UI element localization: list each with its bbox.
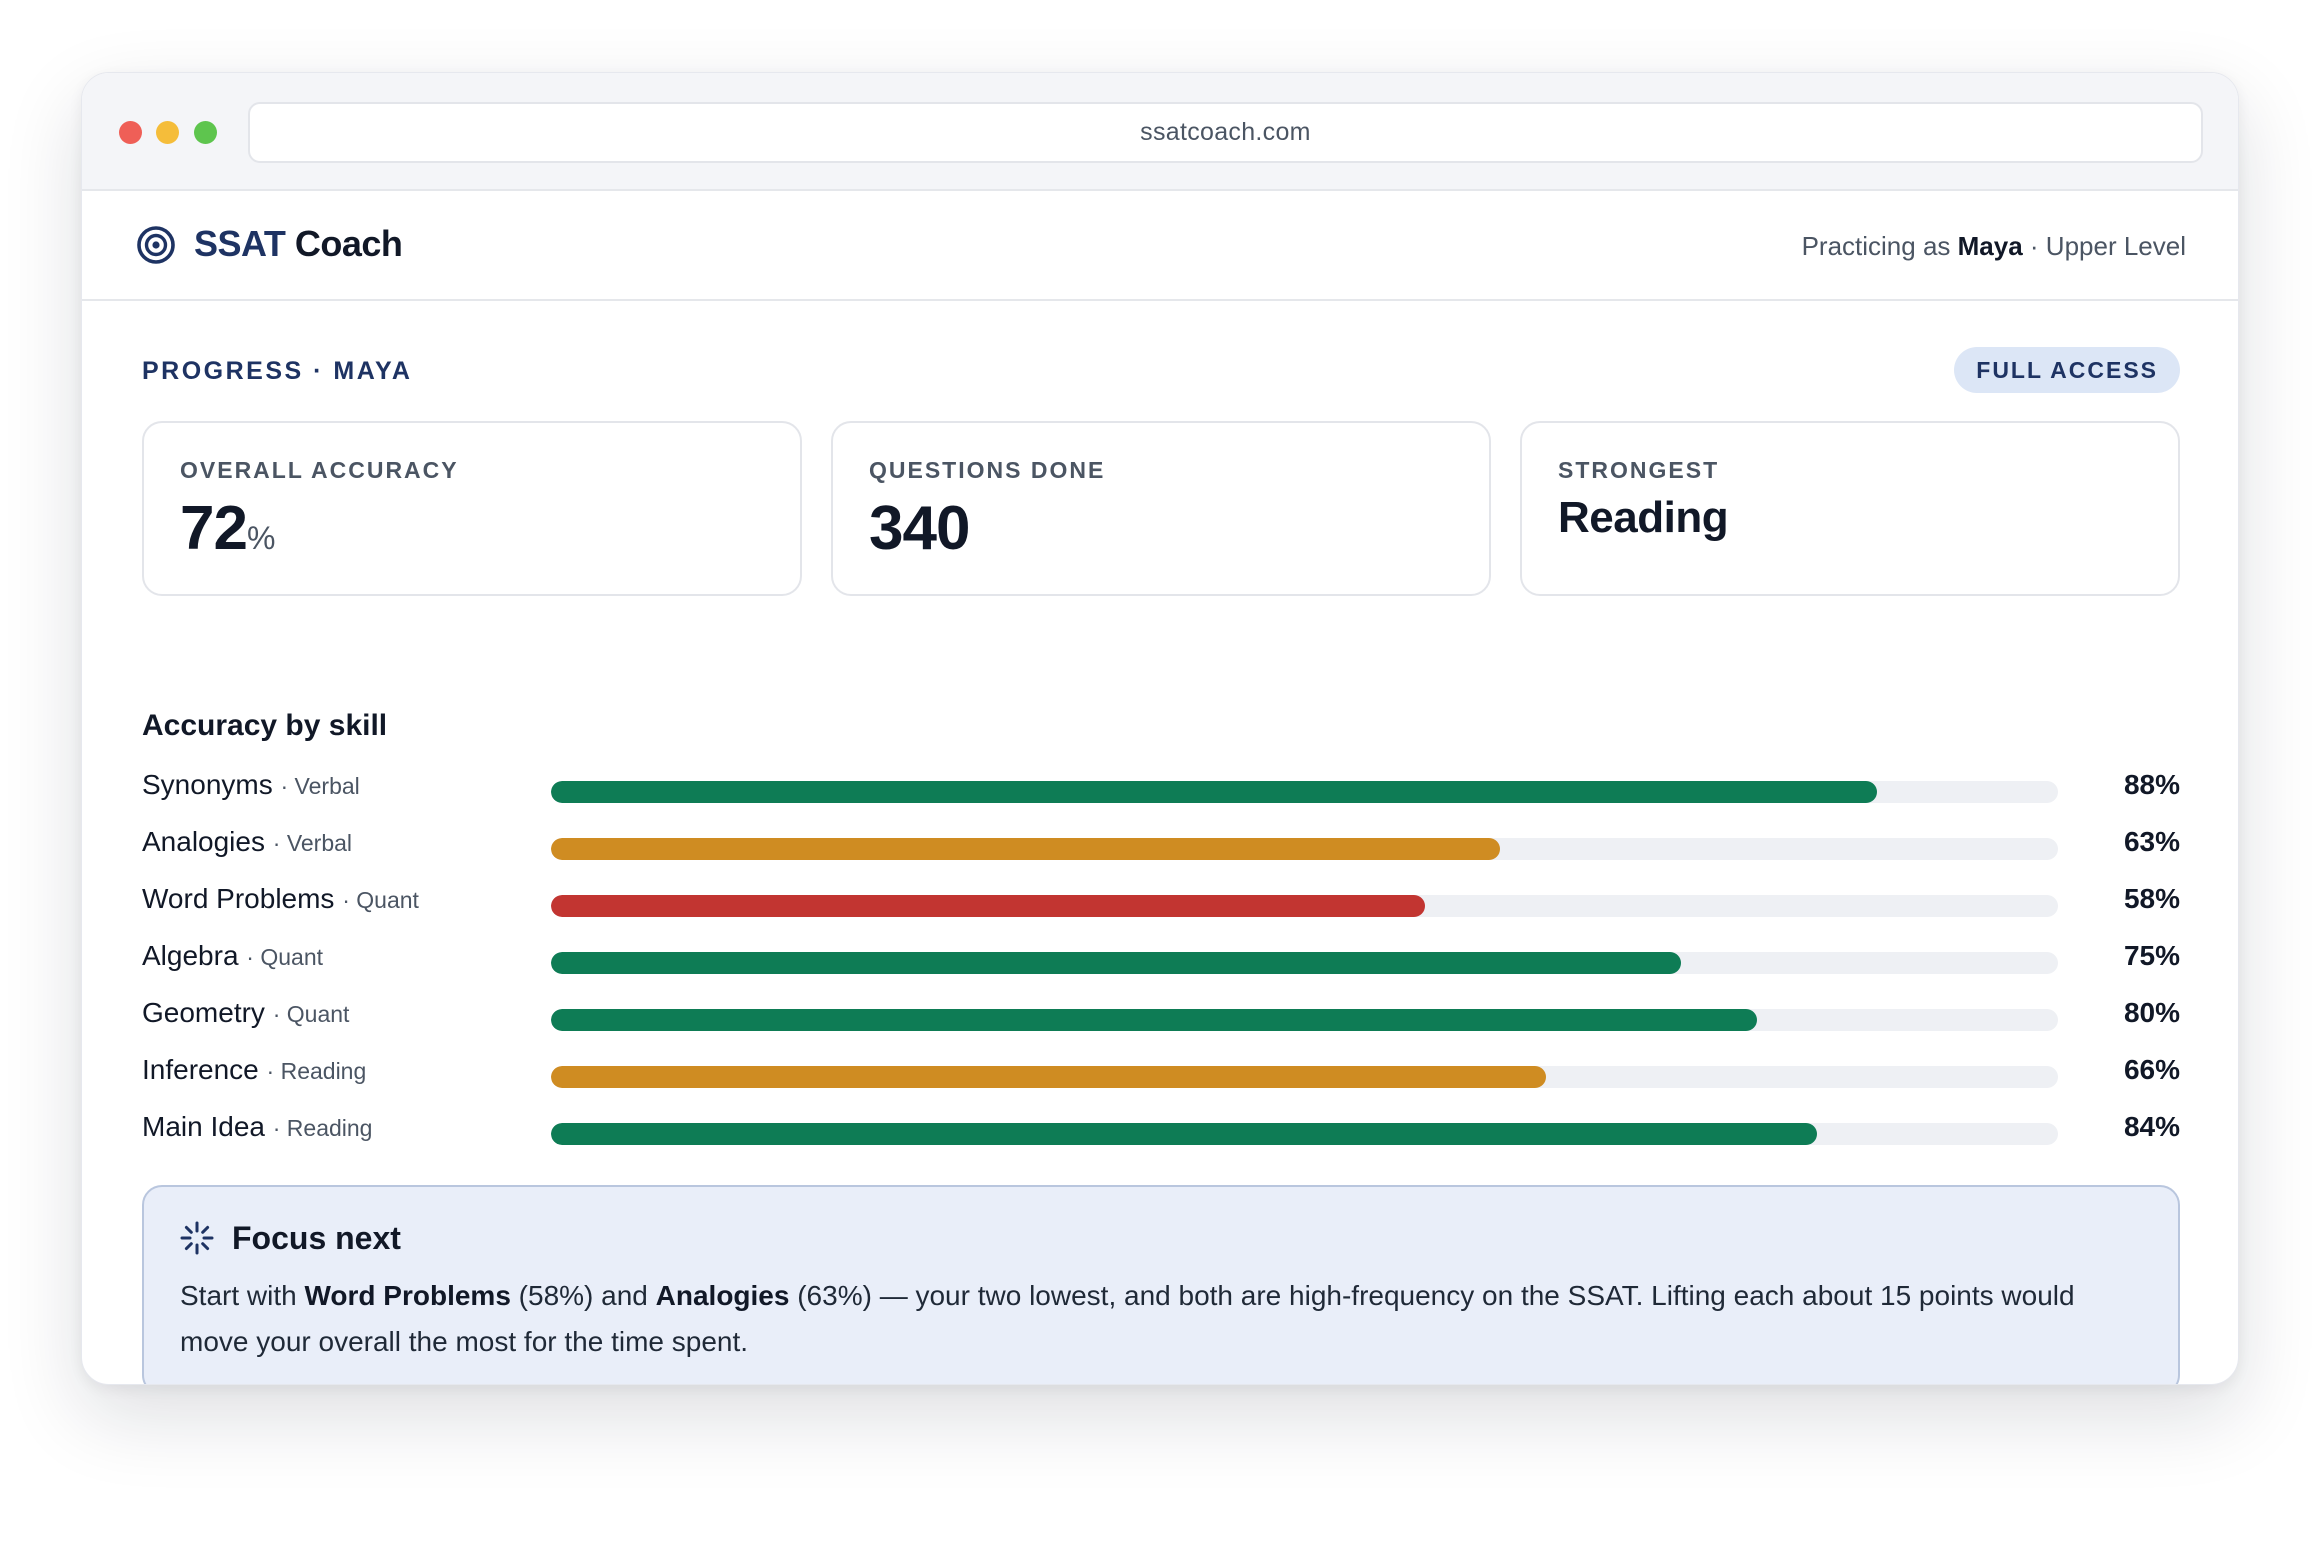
skill-bar-fill bbox=[551, 1123, 1817, 1145]
close-window-button[interactable] bbox=[119, 121, 142, 144]
skill-name: Synonyms bbox=[142, 769, 273, 800]
skill-label: Synonyms · Verbal bbox=[142, 769, 360, 801]
stat-number: 72 bbox=[180, 494, 248, 563]
skill-bar-fill bbox=[551, 781, 1878, 803]
skill-bar-fill bbox=[551, 1009, 1757, 1031]
skill-bar-track bbox=[551, 1066, 2058, 1088]
skill-category: · Reading bbox=[266, 1058, 367, 1084]
skill-row: Synonyms · Verbal 88% bbox=[142, 767, 2180, 807]
stat-card-strongest: STRONGEST Reading bbox=[1520, 421, 2180, 596]
skill-category: · Quant bbox=[246, 944, 324, 970]
skill-name: Inference bbox=[142, 1054, 259, 1085]
skill-category: · Verbal bbox=[280, 773, 360, 799]
skill-label: Word Problems · Quant bbox=[142, 883, 419, 915]
focus-text-3: (63%) — your two lowest, and both are hi… bbox=[180, 1280, 2075, 1357]
skill-name: Analogies bbox=[142, 826, 265, 857]
skill-name: Word Problems bbox=[142, 883, 335, 914]
skill-percent: 58% bbox=[2123, 883, 2180, 914]
focus-title: Focus next bbox=[232, 1220, 401, 1256]
skill-label: Main Idea · Reading bbox=[142, 1111, 372, 1143]
skills-title: Accuracy by skill bbox=[142, 709, 388, 742]
practicing-prefix: Practicing as bbox=[1801, 231, 1951, 261]
maximize-window-button[interactable] bbox=[194, 121, 217, 144]
skill-percent: 80% bbox=[2123, 997, 2180, 1028]
access-badge: FULL ACCESS bbox=[1954, 347, 2180, 393]
stat-value: Reading bbox=[1558, 493, 1729, 542]
skill-label: Geometry · Quant bbox=[142, 997, 349, 1029]
skill-name: Main Idea bbox=[142, 1111, 265, 1142]
target-icon bbox=[137, 226, 175, 264]
skill-bar-track bbox=[551, 1009, 2058, 1031]
skill-name: Algebra bbox=[142, 940, 239, 971]
skill-percent: 84% bbox=[2123, 1111, 2180, 1142]
sparkle-loader-icon bbox=[180, 1221, 214, 1255]
focus-skill-2: Analogies bbox=[655, 1280, 790, 1311]
focus-next-panel: Focus next Start with Word Problems (58%… bbox=[142, 1185, 2180, 1384]
skill-bar-track bbox=[551, 895, 2058, 917]
stat-card-questions: QUESTIONS DONE 340 bbox=[831, 421, 1491, 596]
skill-percent: 88% bbox=[2123, 769, 2180, 800]
skill-row: Analogies · Verbal 63% bbox=[142, 824, 2180, 864]
focus-text: Start with Word Problems (58%) and Analo… bbox=[180, 1273, 2150, 1365]
skill-label: Algebra · Quant bbox=[142, 940, 323, 972]
skill-row: Algebra · Quant 75% bbox=[142, 938, 2180, 978]
practicing-level: · Upper Level bbox=[2029, 231, 2186, 261]
practicing-as-info: Practicing as Maya · Upper Level bbox=[1802, 231, 2186, 262]
stat-label: STRONGEST bbox=[1558, 457, 1720, 483]
skill-bar-fill bbox=[551, 895, 1426, 917]
skill-category: · Quant bbox=[272, 1001, 350, 1027]
brand-primary: SSAT bbox=[194, 223, 286, 264]
skill-category: · Verbal bbox=[272, 830, 353, 856]
stat-label: OVERALL ACCURACY bbox=[180, 457, 459, 483]
stat-value: 72% bbox=[180, 493, 275, 564]
skill-row: Geometry · Quant 80% bbox=[142, 995, 2180, 1035]
skill-percent: 66% bbox=[2123, 1054, 2180, 1085]
focus-text-2: (58%) and bbox=[518, 1280, 648, 1311]
skill-bar-fill bbox=[551, 952, 1682, 974]
browser-window: ssatcoach.com SSAT Coach Practicing as M… bbox=[81, 72, 2239, 1385]
skill-category: · Reading bbox=[272, 1115, 373, 1141]
focus-skill-1: Word Problems bbox=[304, 1280, 511, 1311]
skill-row: Inference · Reading 66% bbox=[142, 1052, 2180, 1092]
stat-card-accuracy: OVERALL ACCURACY 72% bbox=[142, 421, 802, 596]
brand-logo[interactable]: SSAT Coach bbox=[194, 223, 403, 265]
browser-chrome: ssatcoach.com bbox=[82, 73, 2238, 191]
skill-bar-track bbox=[551, 952, 2058, 974]
minimize-window-button[interactable] bbox=[156, 121, 179, 144]
user-name: Maya bbox=[1957, 231, 2023, 261]
stat-label: QUESTIONS DONE bbox=[869, 457, 1106, 483]
skill-row: Word Problems · Quant 58% bbox=[142, 881, 2180, 921]
skill-bar-fill bbox=[551, 1066, 1546, 1088]
skill-percent: 63% bbox=[2123, 826, 2180, 857]
focus-text-1: Start with bbox=[180, 1280, 297, 1311]
skill-label: Analogies · Verbal bbox=[142, 826, 352, 858]
section-label: PROGRESS · MAYA bbox=[142, 357, 413, 385]
address-bar[interactable]: ssatcoach.com bbox=[248, 102, 2203, 163]
stat-value: 340 bbox=[869, 494, 970, 563]
skill-label: Inference · Reading bbox=[142, 1054, 366, 1086]
skill-row: Main Idea · Reading 84% bbox=[142, 1109, 2180, 1149]
brand-secondary: Coach bbox=[294, 223, 403, 264]
skill-bar-track bbox=[551, 838, 2058, 860]
address-bar-url: ssatcoach.com bbox=[1140, 118, 1311, 146]
skill-name: Geometry bbox=[142, 997, 265, 1028]
skill-percent: 75% bbox=[2123, 940, 2180, 971]
skill-bar-track bbox=[551, 781, 2058, 803]
skill-bar-track bbox=[551, 1123, 2058, 1145]
skill-bar-fill bbox=[551, 838, 1501, 860]
stat-unit: % bbox=[246, 520, 276, 556]
skill-category: · Quant bbox=[342, 887, 419, 913]
app-header: SSAT Coach Practicing as Maya · Upper Le… bbox=[82, 191, 2238, 301]
